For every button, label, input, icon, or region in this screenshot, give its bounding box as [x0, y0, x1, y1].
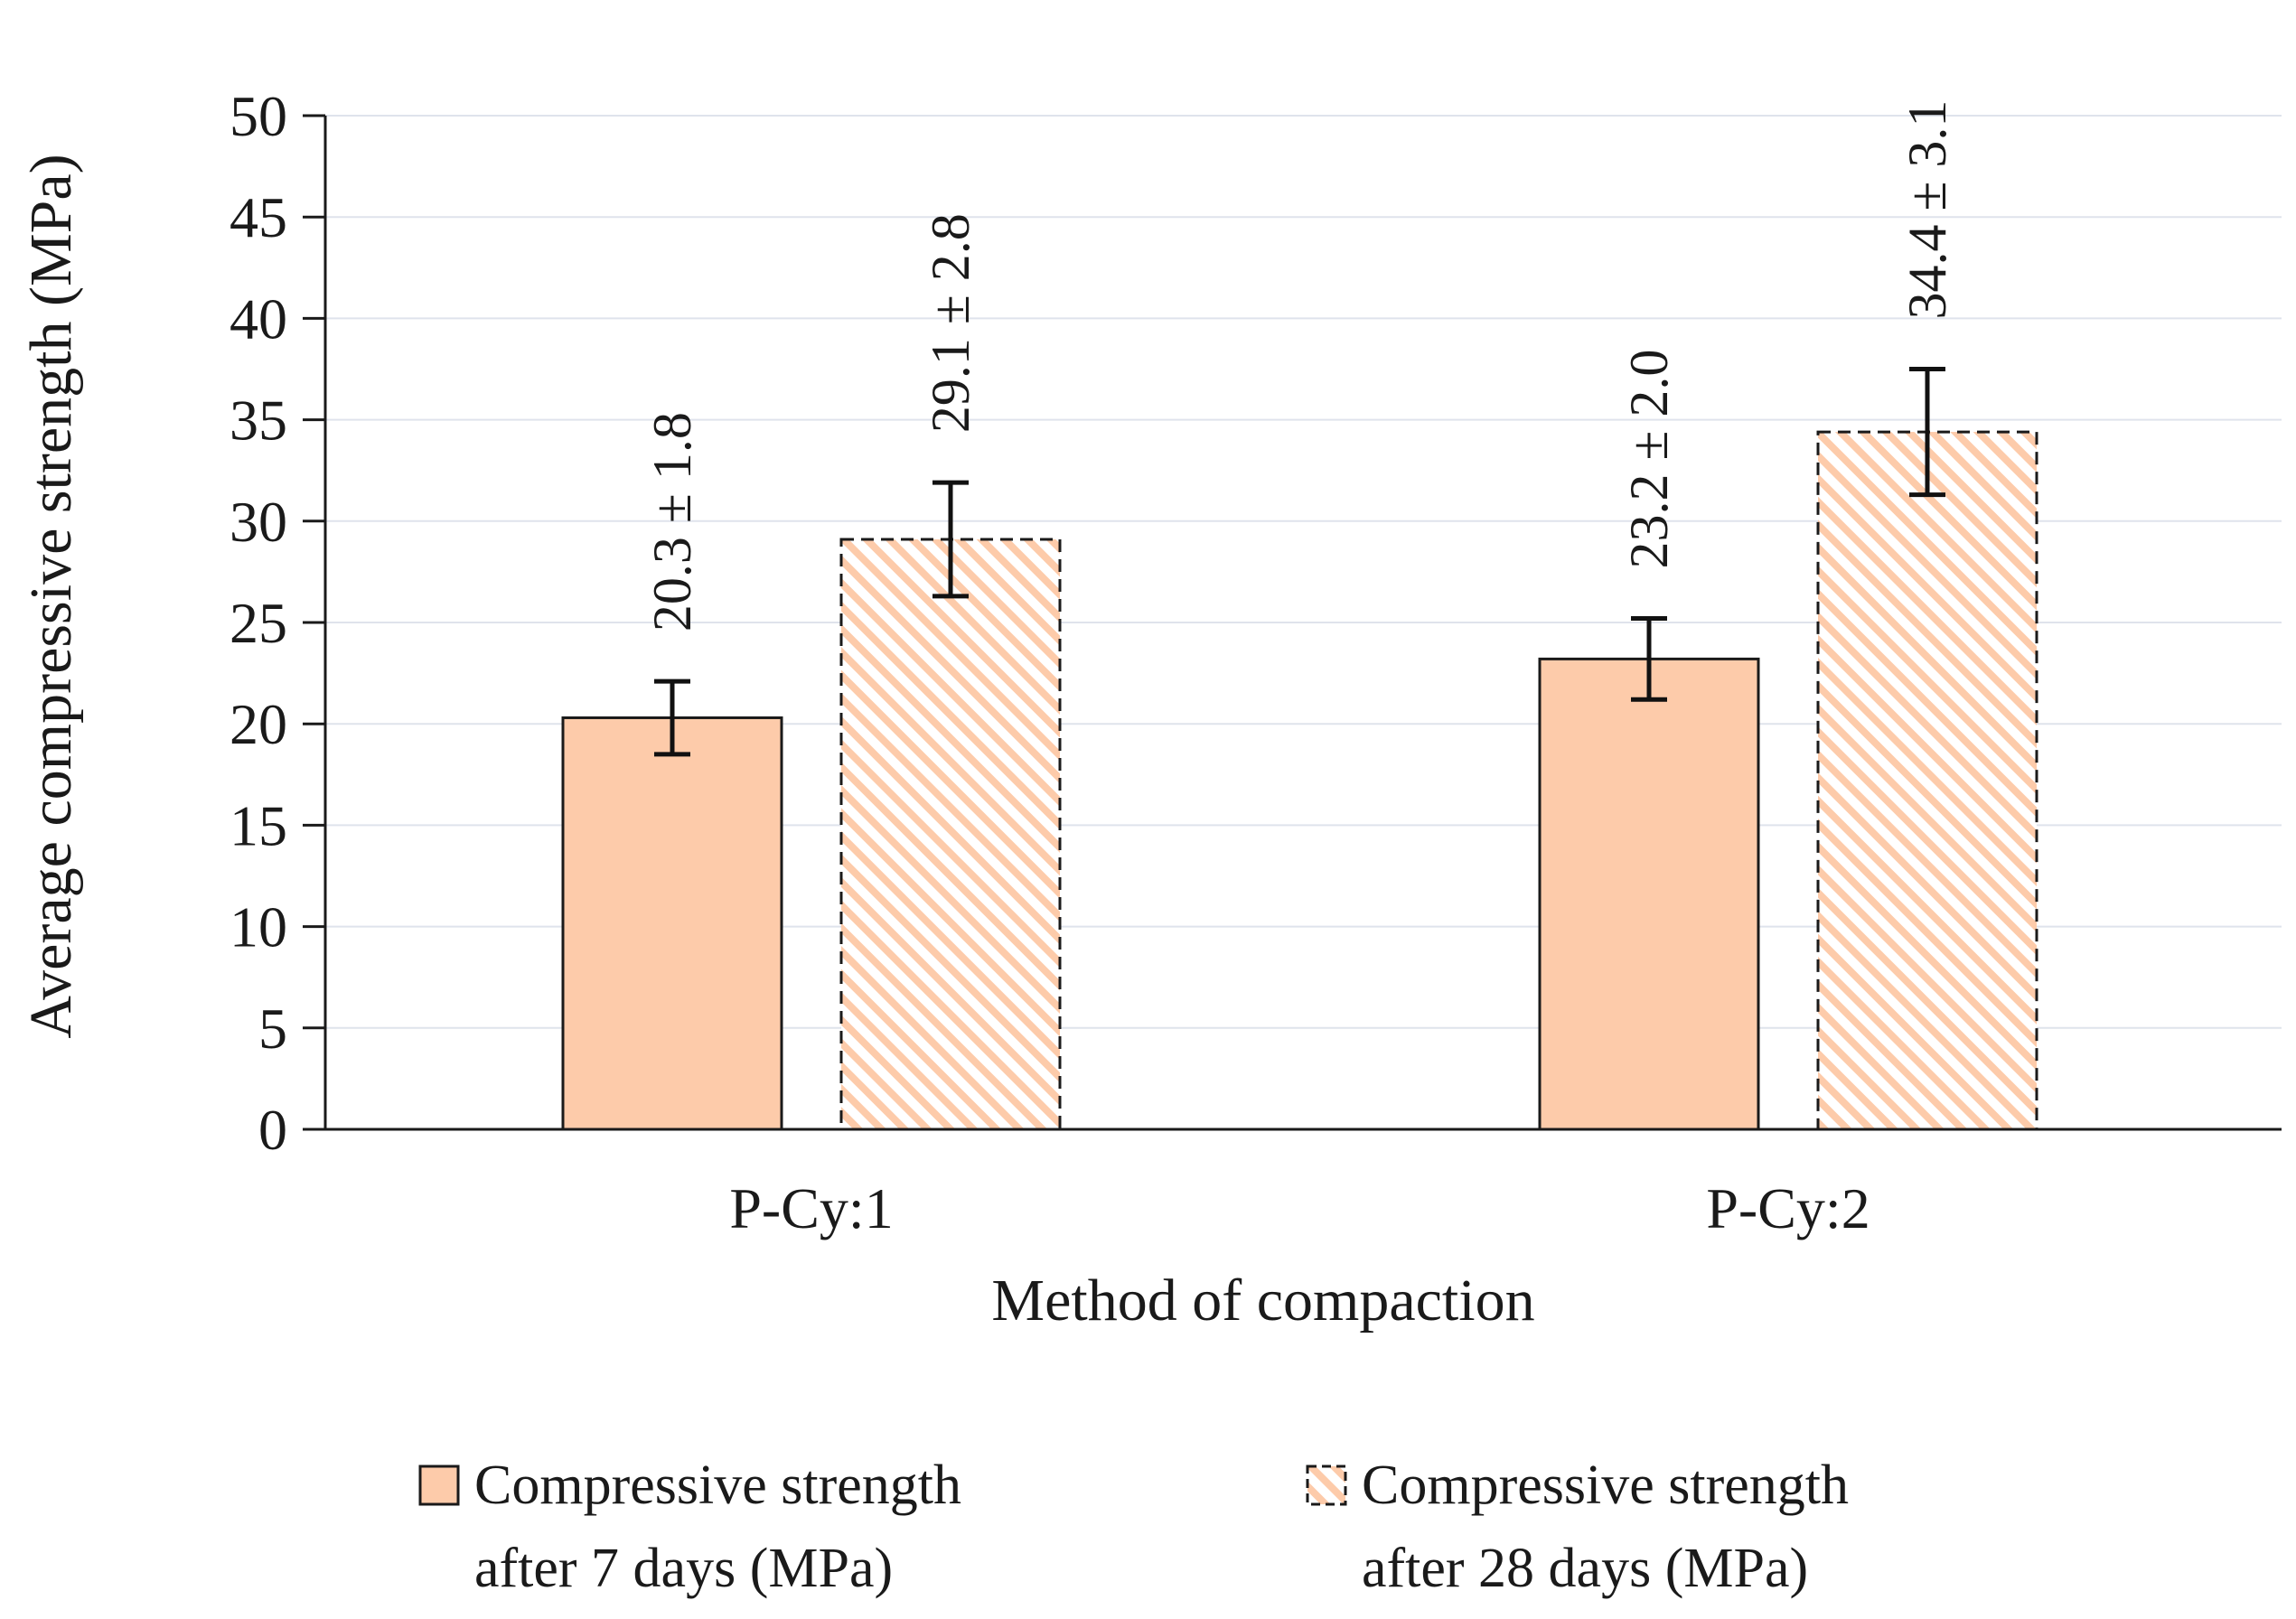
bars — [561, 367, 2038, 1131]
bar-data-label: 34.4 ± 3.1 — [1898, 100, 1957, 320]
legend: Compressive strength after 7 days (MPa) … — [418, 1455, 1849, 1599]
x-axis-title: Method of compaction — [991, 1268, 1534, 1334]
y-tick-label: 50 — [230, 84, 287, 148]
x-category-labels: P-Cy:1 P-Cy:2 — [729, 1176, 1870, 1240]
y-tick-label: 45 — [230, 185, 287, 249]
x-category-label: P-Cy:1 — [729, 1176, 893, 1240]
bar-data-label: 29.1 ± 2.8 — [921, 213, 980, 433]
bar-data-label: 20.3 ± 1.8 — [642, 412, 702, 632]
y-tick-label: 15 — [230, 793, 287, 857]
y-axis-title: Average compressive strength (MPa) — [18, 154, 84, 1038]
legend-label-28-days-line2: after 28 days (MPa) — [1362, 1538, 1808, 1599]
bar-p-cy-1-series-1 — [561, 716, 783, 1131]
y-tick-label: 5 — [258, 997, 287, 1061]
bar-data-label: 23.2 ± 2.0 — [1619, 350, 1679, 569]
y-ticks: 0 5 10 15 20 25 30 35 40 45 50 — [230, 84, 325, 1162]
y-tick-label: 25 — [230, 591, 287, 655]
legend-item-28-days: Compressive strength after 28 days (MPa) — [1306, 1455, 1849, 1599]
legend-label-28-days-line1: Compressive strength — [1362, 1455, 1849, 1516]
y-tick-label: 40 — [230, 286, 287, 351]
legend-swatch-28-days — [1306, 1465, 1347, 1506]
x-category-label: P-Cy:2 — [1706, 1176, 1870, 1240]
y-tick-label: 10 — [230, 895, 287, 959]
y-tick-label: 0 — [258, 1098, 287, 1162]
bar-p-cy-2-series-1 — [1538, 657, 1760, 1131]
y-tick-label: 35 — [230, 388, 287, 453]
bar-p-cy-1-series-2 — [839, 538, 1062, 1131]
y-tick-label: 30 — [230, 490, 287, 554]
bar-data-labels: 20.3 ± 1.8 29.1 ± 2.8 23.2 ± 2.0 34.4 ± 3.1 — [642, 100, 1957, 632]
y-tick-label: 20 — [230, 692, 287, 756]
legend-item-7-days: Compressive strength after 7 days (MPa) — [418, 1455, 961, 1599]
legend-label-7-days-line2: after 7 days (MPa) — [474, 1538, 893, 1599]
legend-label-7-days-line1: Compressive strength — [474, 1455, 961, 1516]
bar-p-cy-2-series-2 — [1816, 430, 2038, 1131]
legend-swatch-7-days — [418, 1465, 460, 1506]
